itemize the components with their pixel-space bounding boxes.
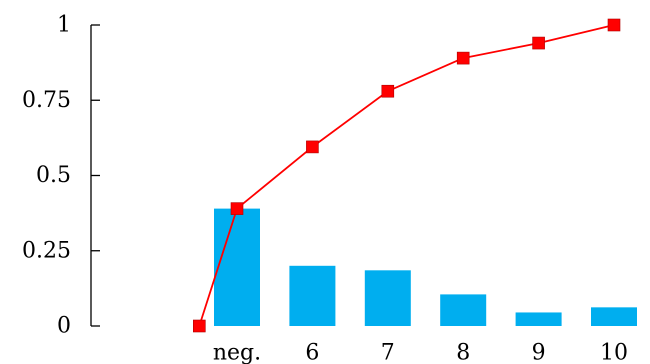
y-tick-label: 0.5: [36, 163, 71, 188]
bar-series: [214, 208, 637, 326]
x-tick-label: 7: [381, 341, 395, 364]
bar: [214, 208, 260, 326]
bar: [591, 307, 637, 326]
line-marker: [193, 319, 206, 333]
y-tick-label: 0.25: [22, 238, 71, 263]
x-tick-label: 9: [532, 341, 546, 364]
line-marker: [532, 36, 545, 50]
y-axis: 0 0.25 0.5 0.75 1: [22, 13, 100, 339]
y-tick-label: 1: [57, 13, 71, 38]
line-marker: [306, 140, 319, 154]
x-tick-label: neg.: [213, 341, 261, 364]
x-tick-label: 6: [305, 341, 319, 364]
bar: [289, 265, 336, 326]
bar: [364, 270, 411, 326]
line-marker: [607, 18, 621, 32]
bar: [440, 294, 487, 326]
y-tick-label: 0: [57, 314, 71, 339]
line-series: [193, 18, 621, 333]
line-marker: [456, 51, 470, 65]
x-tick-labels: neg. 6 7 8 9 10: [213, 341, 628, 364]
x-tick-label: 8: [456, 341, 470, 364]
bar: [515, 312, 562, 326]
y-tick-label: 0.75: [22, 88, 71, 113]
x-tick-label: 10: [600, 341, 628, 364]
line-marker: [230, 202, 244, 215]
line-marker: [381, 84, 395, 98]
